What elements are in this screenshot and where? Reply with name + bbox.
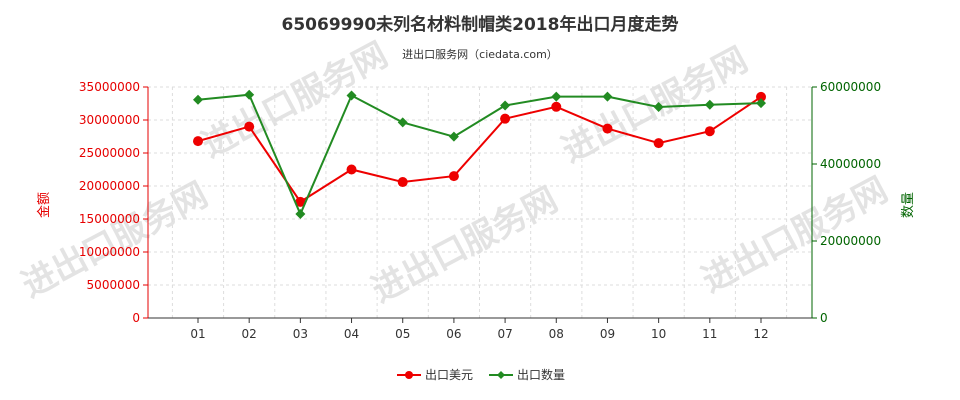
data-point	[653, 138, 664, 149]
right-axis-ticks: 0 20000000 40000000 60000000	[812, 80, 881, 325]
right-tick-label: 40000000	[820, 157, 881, 171]
series-line	[197, 93, 762, 217]
legend-item: 出口数量	[489, 367, 565, 382]
grid-lines	[148, 86, 812, 319]
watermark-text: 进出口服务网	[195, 35, 394, 166]
left-tick-label: 20000000	[79, 179, 140, 193]
series-2	[193, 89, 766, 220]
left-tick-label: 5000000	[87, 278, 140, 292]
x-tick-label: 04	[344, 327, 359, 341]
legend-label: 出口数量	[517, 367, 565, 382]
data-point	[756, 91, 766, 102]
left-tick-label: 25000000	[79, 146, 140, 160]
data-point	[448, 171, 459, 182]
x-tick-label: 03	[293, 327, 308, 341]
legend-swatch-marker	[497, 371, 505, 379]
data-point	[704, 126, 715, 137]
x-tick-label: 08	[549, 327, 564, 341]
data-point	[244, 121, 255, 132]
data-point	[397, 177, 408, 188]
x-tick-label: 12	[753, 327, 768, 341]
x-tick-label: 11	[702, 327, 717, 341]
x-tick-label: 07	[497, 327, 512, 341]
left-tick-label: 35000000	[79, 80, 140, 94]
left-axis-ticks: 0 5000000 10000000 15000000 20000000 25000000…	[79, 80, 148, 325]
data-point	[602, 91, 613, 102]
x-tick-label: 06	[446, 327, 461, 341]
x-tick-label: 02	[242, 327, 257, 341]
data-point	[193, 94, 203, 105]
legend-label: 出口美元	[425, 368, 473, 382]
data-point	[551, 91, 562, 102]
data-point	[500, 113, 511, 124]
chart-subtitle: 进出口服务网（ciedata.com）	[402, 47, 558, 61]
left-axis-label: 金额	[36, 192, 52, 218]
chart-title: 65069990未列名材料制帽类2018年出口月度走势	[282, 14, 679, 35]
data-point	[756, 98, 766, 109]
legend-swatch-marker	[405, 371, 413, 379]
left-tick-label: 30000000	[79, 113, 140, 127]
x-tick-label: 10	[651, 327, 666, 341]
data-point	[602, 123, 613, 134]
data-point	[448, 131, 459, 142]
x-tick-label: 05	[395, 327, 410, 341]
data-point	[346, 90, 357, 101]
left-tick-label: 15000000	[79, 212, 140, 226]
data-point	[500, 100, 511, 111]
right-tick-label: 60000000	[820, 80, 881, 94]
left-tick-label: 10000000	[79, 245, 140, 259]
watermark-text: 进出口服务网	[365, 180, 564, 311]
left-tick-label: 0	[132, 311, 140, 325]
data-point	[244, 89, 255, 100]
x-tick-label: 09	[600, 327, 615, 341]
series-layer	[193, 89, 766, 220]
legend: 出口美元 出口数量	[397, 367, 565, 382]
legend-item: 出口美元	[397, 368, 473, 382]
data-point	[551, 101, 562, 112]
data-point	[704, 99, 715, 110]
axes	[147, 87, 813, 319]
data-point	[653, 102, 664, 113]
x-axis-ticks: 01 02 03 04 05 06 07 08 09 10 11 12	[190, 318, 769, 341]
data-point	[193, 136, 203, 147]
right-tick-label: 20000000	[820, 234, 881, 248]
series-line	[197, 96, 762, 204]
data-point	[295, 209, 306, 220]
right-axis-label: 数量	[901, 192, 916, 218]
data-point	[295, 196, 306, 207]
right-tick-label: 0	[820, 311, 828, 325]
series-1	[193, 91, 766, 207]
x-tick-label: 01	[190, 327, 205, 341]
data-point	[397, 117, 408, 128]
data-point	[346, 164, 357, 175]
